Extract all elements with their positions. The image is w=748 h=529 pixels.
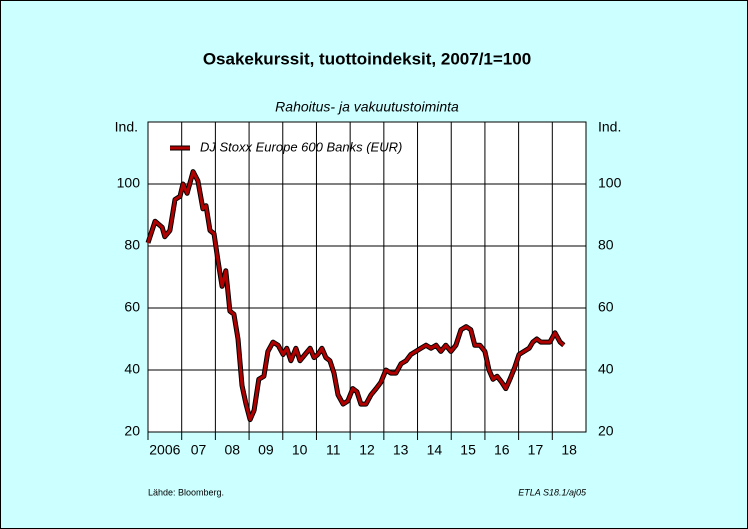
- y2-tick-label: 20: [598, 423, 614, 439]
- x-tick-label: 15: [460, 442, 476, 458]
- x-tick-label: 11: [326, 442, 341, 458]
- y2-tick-label: 80: [598, 237, 614, 253]
- chart-title: Osakekurssit, tuottoindeksit, 2007/1=100: [203, 49, 531, 68]
- y2-tick-label: 40: [598, 361, 614, 377]
- x-tick-label: 10: [292, 442, 308, 458]
- y2-axis-label: Ind.: [598, 119, 621, 135]
- y-tick-label: 60: [124, 299, 140, 315]
- note: ETLA S18.1/aj05: [518, 487, 587, 497]
- line: [146, 170, 565, 422]
- y2-tick-label: 60: [598, 299, 614, 315]
- x-tick-label: 17: [528, 442, 544, 458]
- legend-label: DJ Stoxx Europe 600 Banks (EUR): [200, 139, 402, 154]
- chart-subtitle: Rahoitus- ja vakuutustoiminta: [275, 99, 459, 115]
- x-tick-label: 2006: [149, 442, 180, 458]
- y-tick-label: 40: [124, 361, 140, 377]
- source: Lähde: Bloomberg.: [148, 487, 224, 497]
- x-tick-label: 16: [494, 442, 510, 458]
- y2-tick-label: 100: [598, 175, 622, 191]
- x-tick-label: 12: [359, 442, 375, 458]
- y-axis-label: Ind.: [115, 119, 138, 135]
- x-tick-label: 18: [561, 442, 577, 458]
- x-tick-label: 07: [191, 442, 207, 458]
- plot-frame: [147, 121, 587, 433]
- y-tick-label: 100: [117, 175, 141, 191]
- x-tick-label: 14: [427, 442, 443, 458]
- x-tick-label: 08: [224, 442, 240, 458]
- x-tick-label: 13: [393, 442, 409, 458]
- x-tick-label: 09: [258, 442, 274, 458]
- y-tick-label: 80: [124, 237, 140, 253]
- plot-area: [148, 122, 586, 432]
- y-tick-label: 20: [124, 423, 140, 439]
